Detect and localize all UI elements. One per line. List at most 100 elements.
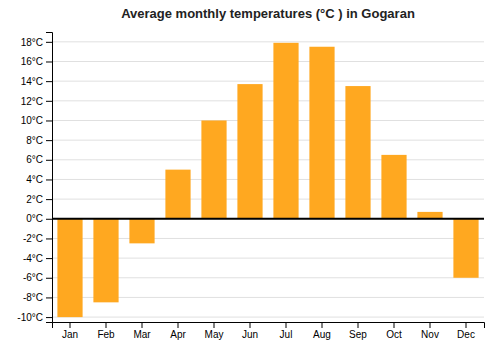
tick-label: 14°C [21,76,43,87]
tick-label: 2°C [26,194,43,205]
tick: Feb [97,322,115,340]
tick-mark [358,322,359,328]
tick-label: Aug [313,329,331,340]
tick-mark [142,322,143,328]
tick-label: Nov [421,329,439,340]
tick-mark [46,81,52,82]
tick-label: 0°C [26,213,43,224]
bar [93,219,118,303]
zero-line [52,218,484,220]
tick-mark [46,179,52,180]
tick: -10°C [17,312,52,323]
tick: 10°C [21,115,52,126]
tick: 4°C [26,174,52,185]
tick-label: Oct [386,329,402,340]
tick-mark [46,278,52,279]
tick: -6°C [23,272,52,283]
tick: 8°C [26,135,52,146]
tick-mark [46,120,52,121]
tick-label: -10°C [17,312,43,323]
tick: 16°C [21,56,52,67]
tick-mark [70,322,71,328]
grid-line [52,100,484,101]
tick: 18°C [21,37,52,48]
tick: Sep [349,322,367,340]
tick: 2°C [26,194,52,205]
tick-mark [46,61,52,62]
grid-line [52,199,484,200]
grid-line [52,61,484,62]
tick: Apr [170,322,186,340]
tick: Jun [242,322,258,340]
grid [52,42,484,317]
tick-label: -6°C [23,272,43,283]
axis-line [53,323,485,329]
tick-mark [322,322,323,328]
tick-mark [46,140,52,141]
grid-line [52,120,484,121]
tick-label: 8°C [26,135,43,146]
tick: Dec [457,322,475,340]
bars [52,43,484,317]
tick-mark [46,317,52,318]
grid-line [52,317,484,318]
tick-label: Apr [170,329,186,340]
tick-mark [46,42,52,43]
tick-label: -2°C [23,233,43,244]
tick-mark [466,322,467,328]
grid-line [52,218,484,219]
tick: 14°C [21,76,52,87]
tick-mark [46,219,52,220]
tick-label: 12°C [21,96,43,107]
tick-label: Sep [349,329,367,340]
tick: -4°C [23,253,52,264]
tick-label: 10°C [21,115,43,126]
bar [453,219,478,278]
tick: 0°C [26,213,52,224]
bar [129,219,154,244]
tick: Oct [386,322,402,340]
tick-label: Dec [457,329,475,340]
tick: -8°C [23,292,52,303]
tick-label: 4°C [26,174,43,185]
tick: Nov [421,322,439,340]
tick: 12°C [21,96,52,107]
tick-mark [430,322,431,328]
tick-label: 16°C [21,56,43,67]
bar [273,43,298,219]
plot: -10°C -8°C -6°C -4°C -2°C 0°C 2°C 4°C 6°C 8°C 10°C… [17,33,484,341]
x-axis: JanFebMarAprMayJunJulAugSepOctNovDec [53,322,485,340]
tick-label: May [205,329,224,340]
tick-mark [250,322,251,328]
bar [309,47,334,219]
y-axis: -10°C -8°C -6°C -4°C -2°C 0°C 2°C 4°C 6°C 8°C 10°C… [17,33,52,323]
bar [57,219,82,317]
tick-mark [46,160,52,161]
tick-label: 6°C [26,154,43,165]
bar [237,84,262,219]
tick-mark [46,101,52,102]
grid-line [52,159,484,160]
tick-mark [46,258,52,259]
tick-label: Mar [133,329,151,340]
tick-mark [46,238,52,239]
axis-line [46,33,53,323]
tick: 6°C [26,154,52,165]
tick: May [205,322,224,340]
tick-mark [214,322,215,328]
tick-label: -4°C [23,253,43,264]
bar [201,120,226,218]
grid-line [52,140,484,141]
tick-label: Feb [97,329,115,340]
tick-label: Jun [242,329,258,340]
bar [165,170,190,219]
tick-mark [178,322,179,328]
tick-mark [46,199,52,200]
bar [417,212,442,219]
tick: Jul [280,322,293,340]
tick: Aug [313,322,331,340]
tick-mark [46,297,52,298]
grid-line [52,179,484,180]
tick-mark [106,322,107,328]
chart: -10°C -8°C -6°C -4°C -2°C 0°C 2°C 4°C 6°C 8°C 10°C… [0,0,500,350]
